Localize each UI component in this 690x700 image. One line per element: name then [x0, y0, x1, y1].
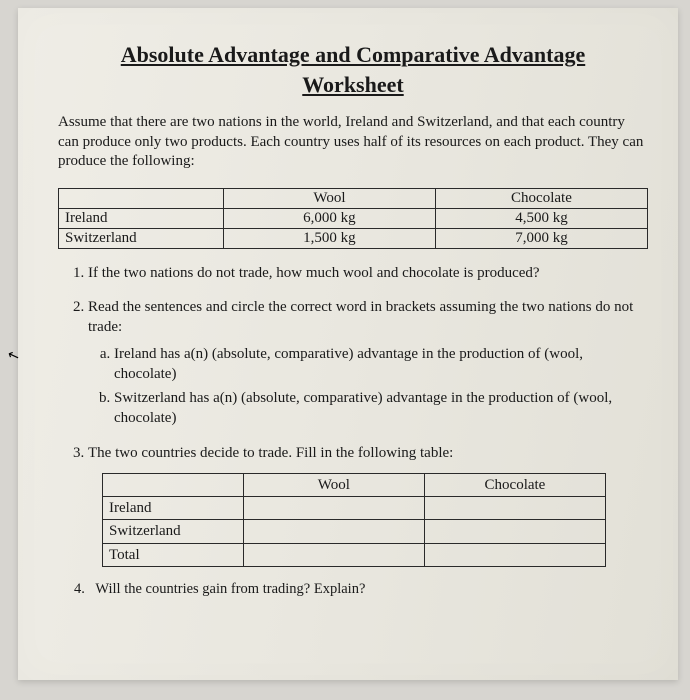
title-line-2: Worksheet [302, 72, 403, 97]
production-table: Wool Chocolate Ireland 6,000 kg 4,500 kg… [58, 188, 648, 249]
intro-paragraph: Assume that there are two nations in the… [58, 113, 648, 172]
question-2-sublist: Ireland has a(n) (absolute, comparative)… [88, 344, 648, 429]
row-label-ireland: Ireland [59, 208, 224, 228]
cell-switz-chocolate: 7,000 kg [435, 228, 647, 248]
table-row: Switzerland 1,500 kg 7,000 kg [59, 228, 648, 248]
fill-row-switzerland: Switzerland [103, 520, 244, 543]
table-header-row: Wool Chocolate [59, 188, 648, 208]
fill-header-blank [103, 473, 244, 496]
fill-cell [424, 497, 605, 520]
fill-row-total: Total [103, 543, 244, 566]
page-title: Absolute Advantage and Comparative Advan… [58, 40, 648, 99]
table-header-blank [59, 188, 224, 208]
table-header-wool: Wool [223, 188, 435, 208]
fill-header-chocolate: Chocolate [424, 473, 605, 496]
questions-list: If the two nations do not trade, how muc… [58, 263, 648, 567]
fill-cell [424, 543, 605, 566]
fill-cell [424, 520, 605, 543]
table-row: Ireland [103, 497, 606, 520]
table-row: Total [103, 543, 606, 566]
question-2a: Ireland has a(n) (absolute, comparative)… [114, 344, 648, 385]
fill-header-wool: Wool [243, 473, 424, 496]
table-header-chocolate: Chocolate [435, 188, 647, 208]
question-4-number: 4. [74, 581, 92, 598]
title-line-1: Absolute Advantage and Comparative Advan… [121, 42, 585, 67]
cell-switz-wool: 1,500 kg [223, 228, 435, 248]
table-row: Switzerland [103, 520, 606, 543]
row-label-switzerland: Switzerland [59, 228, 224, 248]
question-2-text: Read the sentences and circle the correc… [88, 299, 633, 335]
cell-ireland-wool: 6,000 kg [223, 208, 435, 228]
question-4: 4. Will the countries gain from trading?… [74, 581, 648, 598]
question-4-text: Will the countries gain from trading? Ex… [95, 581, 365, 597]
fill-row-ireland: Ireland [103, 497, 244, 520]
table-row: Ireland 6,000 kg 4,500 kg [59, 208, 648, 228]
table-header-row: Wool Chocolate [103, 473, 606, 496]
fill-cell [243, 497, 424, 520]
question-1: If the two nations do not trade, how muc… [88, 263, 648, 283]
question-2b: Switzerland has a(n) (absolute, comparat… [114, 388, 648, 429]
cell-ireland-chocolate: 4,500 kg [435, 208, 647, 228]
trade-table: Wool Chocolate Ireland Switzerland Total [102, 473, 606, 567]
question-3: The two countries decide to trade. Fill … [88, 443, 648, 567]
question-3-text: The two countries decide to trade. Fill … [88, 445, 453, 461]
question-2: Read the sentences and circle the correc… [88, 297, 648, 429]
fill-cell [243, 520, 424, 543]
fill-cell [243, 543, 424, 566]
worksheet-paper: Absolute Advantage and Comparative Advan… [18, 8, 678, 680]
